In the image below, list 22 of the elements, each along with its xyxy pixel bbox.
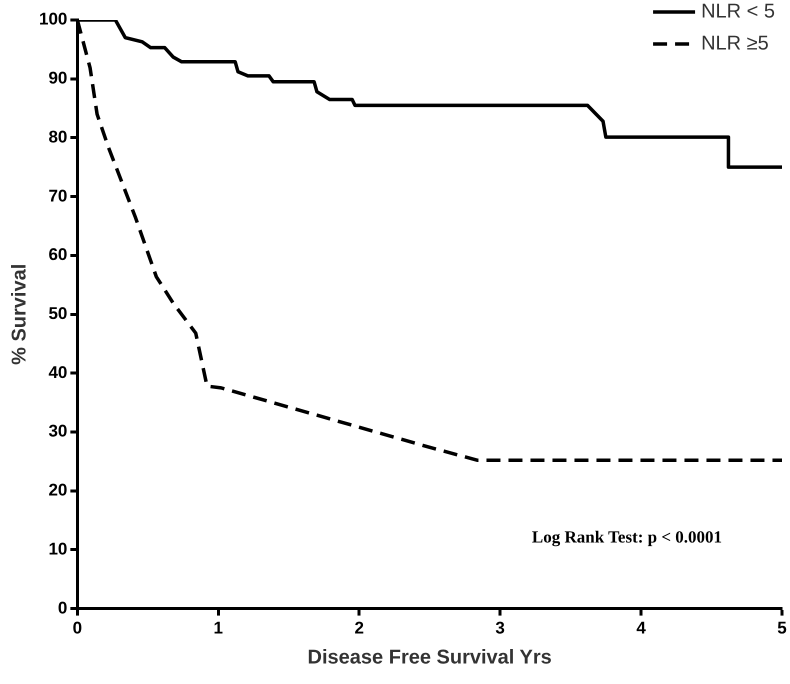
- y-axis-title: % Survival: [8, 264, 31, 365]
- y-tick-label: 80: [48, 127, 68, 146]
- x-tick-label: 0: [72, 618, 82, 638]
- legend-label: NLR ≥5: [701, 32, 769, 55]
- x-tick-label: 4: [636, 618, 646, 638]
- y-tick-label: 60: [48, 245, 68, 264]
- y-tick-label: 40: [48, 362, 68, 382]
- x-tick-label: 2: [354, 618, 364, 638]
- y-tick-label: 50: [48, 304, 68, 323]
- y-tick-label: 20: [48, 480, 68, 500]
- x-tick-label: 5: [777, 618, 787, 638]
- y-tick-label: 0: [58, 598, 68, 618]
- y-tick-label: 90: [48, 68, 68, 88]
- legend-label: NLR < 5: [701, 0, 776, 23]
- y-tick-label: 100: [38, 10, 68, 29]
- x-tick-label: 1: [214, 618, 224, 638]
- x-axis-title: Disease Free Survival Yrs: [308, 646, 552, 669]
- y-tick-label: 30: [48, 422, 68, 441]
- y-tick-label: 70: [48, 186, 68, 206]
- x-tick-label: 3: [495, 618, 505, 638]
- y-tick-label: 10: [48, 539, 68, 558]
- annotation: Log Rank Test: p < 0.0001: [532, 527, 722, 546]
